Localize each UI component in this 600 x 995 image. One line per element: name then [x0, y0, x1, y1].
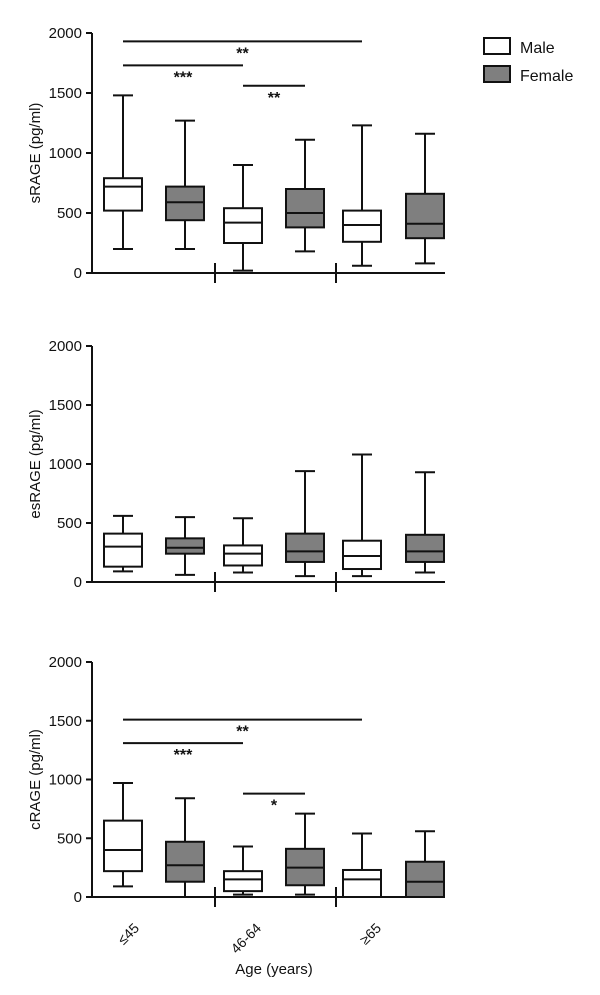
box-iqr	[165, 185, 205, 222]
box-female-1	[165, 797, 205, 898]
y-tick-label: 0	[74, 265, 82, 282]
box-male-2	[223, 517, 263, 574]
significance-bar-1: **	[123, 718, 362, 741]
box-iqr	[342, 868, 382, 898]
box-male-3	[342, 453, 382, 578]
y-tick-label: 500	[57, 830, 82, 847]
box-male-3	[342, 124, 382, 267]
y-tick-label: 2000	[49, 338, 82, 355]
box-female-1	[165, 516, 205, 576]
box-iqr	[103, 177, 143, 212]
significance-bar-3: *	[243, 792, 305, 815]
box-female-2	[285, 138, 325, 253]
x-tick-label: 46-64	[227, 920, 264, 957]
panel-2: 0 500 1000 1500 2000 esRAGE (pg/ml)	[27, 338, 445, 592]
box-iqr	[342, 209, 382, 243]
significance-label: **	[268, 90, 281, 107]
box-iqr	[165, 537, 205, 555]
significance-label: ***	[174, 747, 193, 764]
legend: Male Female	[483, 37, 573, 85]
box-iqr	[223, 207, 263, 244]
box-iqr	[223, 870, 263, 893]
significance-bar-3: **	[243, 84, 305, 107]
box-iqr	[103, 819, 143, 873]
y-axis-label: sRAGE (pg/ml)	[27, 103, 44, 204]
box-iqr	[342, 539, 382, 571]
significance-bar-2: ***	[123, 742, 243, 764]
box-male-2	[223, 845, 263, 896]
y-tick-label: 500	[57, 515, 82, 532]
box-iqr	[405, 860, 445, 898]
box-iqr	[165, 840, 205, 883]
box-female-3	[405, 471, 445, 574]
legend-label-male: Male	[520, 40, 555, 57]
x-axis-label: Age (years)	[235, 961, 313, 978]
significance-label: ***	[174, 69, 193, 86]
x-tick-label: ≥65	[356, 920, 384, 948]
box-female-2	[285, 470, 325, 578]
y-axis-label: esRAGE (pg/ml)	[27, 409, 44, 518]
box-iqr	[285, 532, 325, 563]
significance-bar-1: **	[123, 40, 362, 62]
y-tick-label: 0	[74, 574, 82, 591]
y-tick-label: 1000	[49, 456, 82, 473]
significance-label: *	[271, 798, 278, 815]
significance-bar-2: ***	[123, 64, 243, 86]
box-male-3	[342, 832, 382, 898]
y-tick-label: 1500	[49, 85, 82, 102]
box-male-1	[103, 94, 143, 250]
y-tick-label: 2000	[49, 25, 82, 42]
box-female-3	[405, 132, 445, 265]
significance-label: **	[236, 724, 249, 741]
significance-label: **	[236, 45, 249, 62]
y-tick-label: 1000	[49, 772, 82, 789]
box-male-1	[103, 514, 143, 573]
box-female-1	[165, 119, 205, 250]
box-iqr	[103, 532, 143, 568]
box-female-3	[405, 830, 445, 898]
box-female-2	[285, 812, 325, 896]
box-iqr	[285, 188, 325, 229]
box-iqr	[223, 544, 263, 567]
y-tick-label: 1500	[49, 397, 82, 414]
box-male-2	[223, 164, 263, 272]
legend-label-female: Female	[520, 68, 573, 85]
y-tick-label: 500	[57, 205, 82, 222]
x-tick-label: ≤45	[114, 920, 142, 948]
y-tick-label: 0	[74, 889, 82, 906]
box-iqr	[405, 192, 445, 240]
y-tick-label: 1000	[49, 145, 82, 162]
box-male-1	[103, 782, 143, 888]
y-axis-label: cRAGE (pg/ml)	[27, 729, 44, 830]
legend-swatch-male	[483, 37, 511, 55]
legend-swatch-female	[483, 65, 511, 83]
y-tick-label: 1500	[49, 713, 82, 730]
y-tick-label: 2000	[49, 654, 82, 671]
box-iqr	[405, 533, 445, 563]
